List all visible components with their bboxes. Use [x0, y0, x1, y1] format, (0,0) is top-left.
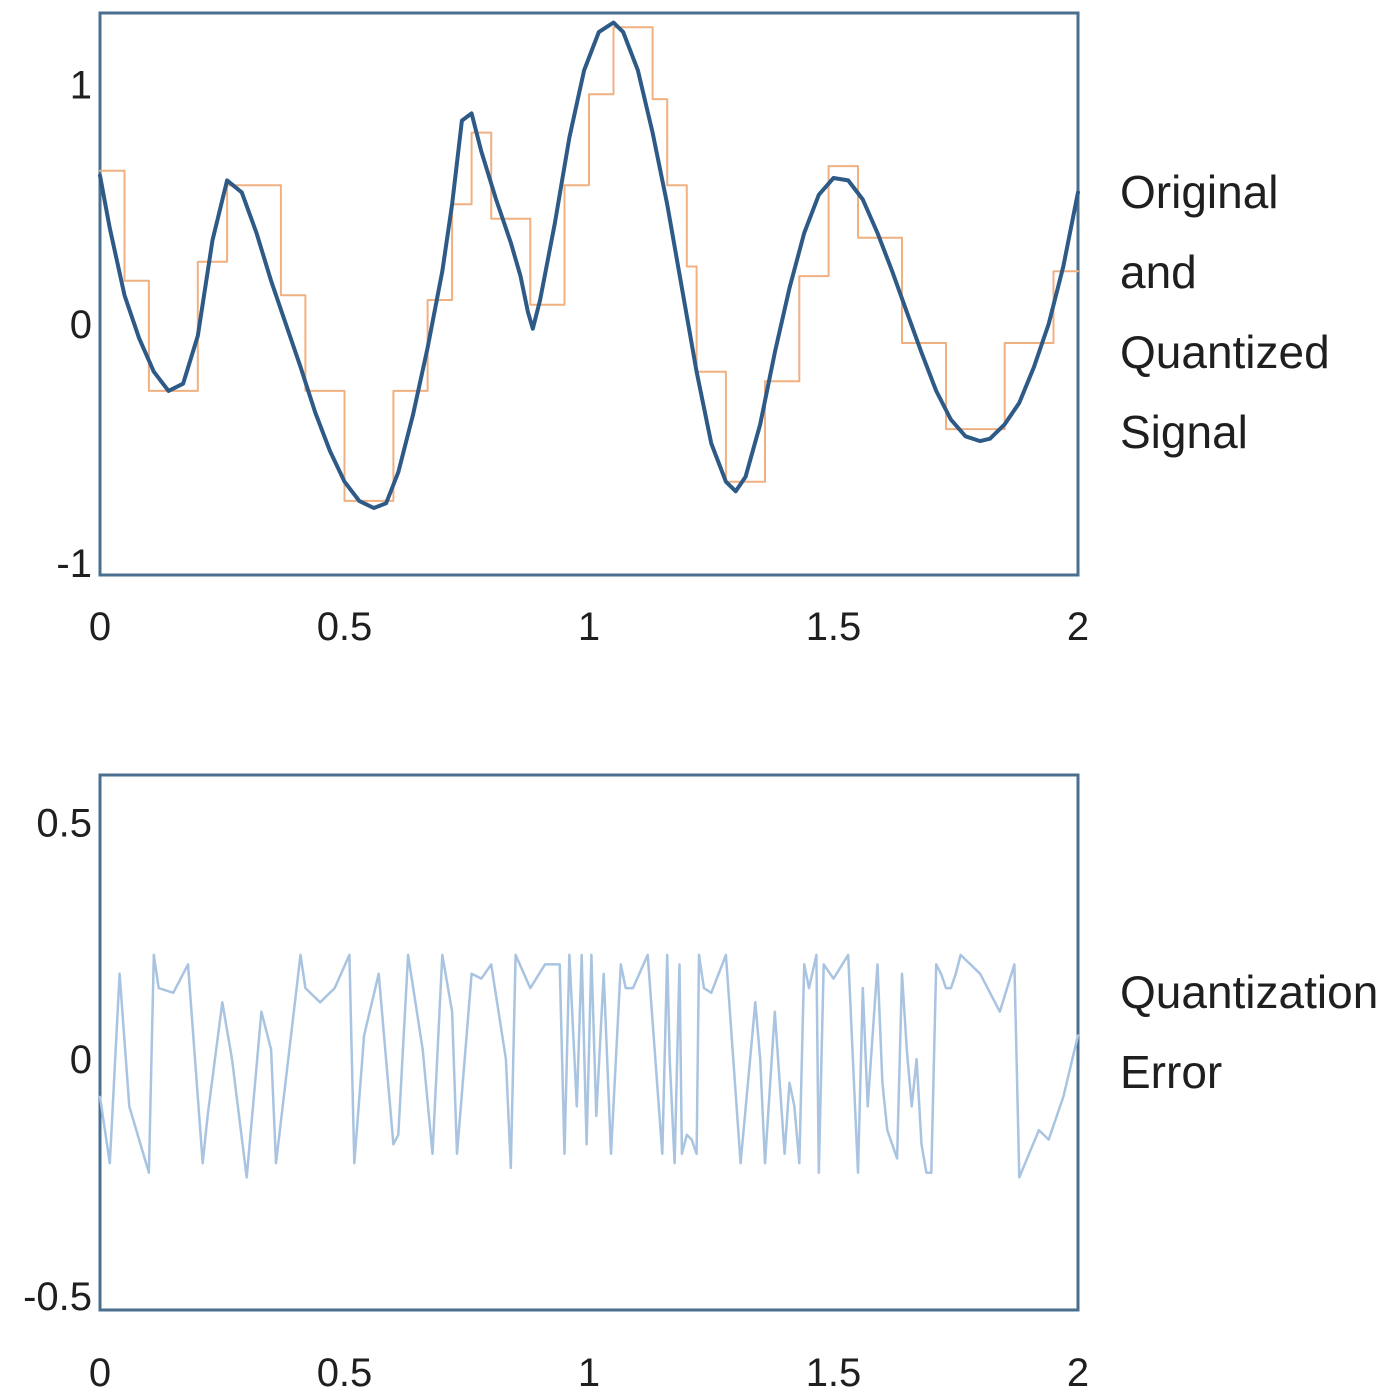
- x-tick-label: 1.5: [806, 1351, 862, 1395]
- series-quantized-line: [99, 26, 1079, 502]
- y-tick-label: 1: [70, 64, 92, 108]
- side-label-line: and: [1120, 246, 1197, 298]
- x-tick-label: 0.5: [317, 605, 373, 649]
- x-tick-label: 0: [89, 605, 111, 649]
- y-tick-label: -0.5: [23, 1275, 92, 1319]
- series-error-line: [98, 953, 1080, 1179]
- y-tick-label: 0.5: [36, 801, 92, 845]
- side-label-line: Quantized: [1120, 326, 1330, 378]
- x-tick-label: 0.5: [317, 1351, 373, 1395]
- x-tick-label: 1: [578, 1351, 600, 1395]
- side-label-line: Quantization: [1120, 966, 1376, 1018]
- x-tick-label: 2: [1067, 605, 1089, 649]
- x-tick-label: 1.5: [806, 605, 862, 649]
- x-tick-label: 0: [89, 1351, 111, 1395]
- series-original-line: [98, 20, 1080, 510]
- y-tick-label: 0: [70, 1038, 92, 1082]
- bottom-panel: 0.5 0 -0.5 0 0.5 1 1.5 2 Quantization Error: [23, 773, 1376, 1395]
- x-tick-label: 1: [578, 605, 600, 649]
- y-tick-label: -1: [56, 542, 92, 586]
- side-label-line: Original: [1120, 166, 1279, 218]
- side-label-line: Error: [1120, 1046, 1222, 1098]
- side-label-line: Signal: [1120, 406, 1248, 458]
- top-panel: 1 0 -1 0 0.5 1 1.5 2 Original and Quantized Signal: [56, 11, 1330, 649]
- x-tick-label: 2: [1067, 1351, 1089, 1395]
- y-tick-label: 0: [70, 303, 92, 347]
